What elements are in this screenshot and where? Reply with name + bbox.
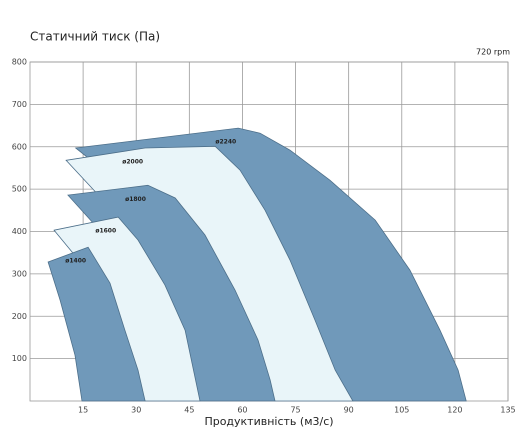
x-tick-label: 120 bbox=[447, 406, 462, 415]
x-tick-label: 45 bbox=[184, 406, 194, 415]
y-tick-label: 100 bbox=[12, 354, 27, 363]
region-label: ø1800 bbox=[125, 196, 146, 203]
fan-region bbox=[47, 246, 146, 402]
y-tick-label: 600 bbox=[12, 142, 27, 151]
y-tick-label: 700 bbox=[12, 100, 27, 109]
x-tick-label: 15 bbox=[78, 406, 88, 415]
rpm-label: 720 rpm bbox=[476, 48, 510, 57]
x-axis-label: Продуктивність (м3/с) bbox=[204, 415, 333, 428]
chart-title: Статичний тиск (Па) bbox=[30, 30, 160, 44]
region-label: ø2240 bbox=[215, 139, 236, 146]
region-label: ø1600 bbox=[95, 228, 116, 235]
region-label: ø2000 bbox=[122, 159, 143, 166]
y-tick-label: 200 bbox=[12, 312, 27, 321]
x-tick-label: 60 bbox=[237, 406, 247, 415]
region-label: ø1400 bbox=[65, 258, 86, 265]
y-tick-label: 800 bbox=[12, 58, 27, 67]
x-tick-label: 30 bbox=[131, 406, 141, 415]
y-tick-label: 500 bbox=[12, 185, 27, 194]
x-tick-label: 135 bbox=[500, 406, 515, 415]
y-tick-label: 300 bbox=[12, 269, 27, 278]
x-tick-label: 90 bbox=[344, 406, 354, 415]
x-tick-label: 75 bbox=[290, 406, 300, 415]
x-tick-label: 105 bbox=[394, 406, 409, 415]
y-tick-label: 400 bbox=[12, 227, 27, 236]
